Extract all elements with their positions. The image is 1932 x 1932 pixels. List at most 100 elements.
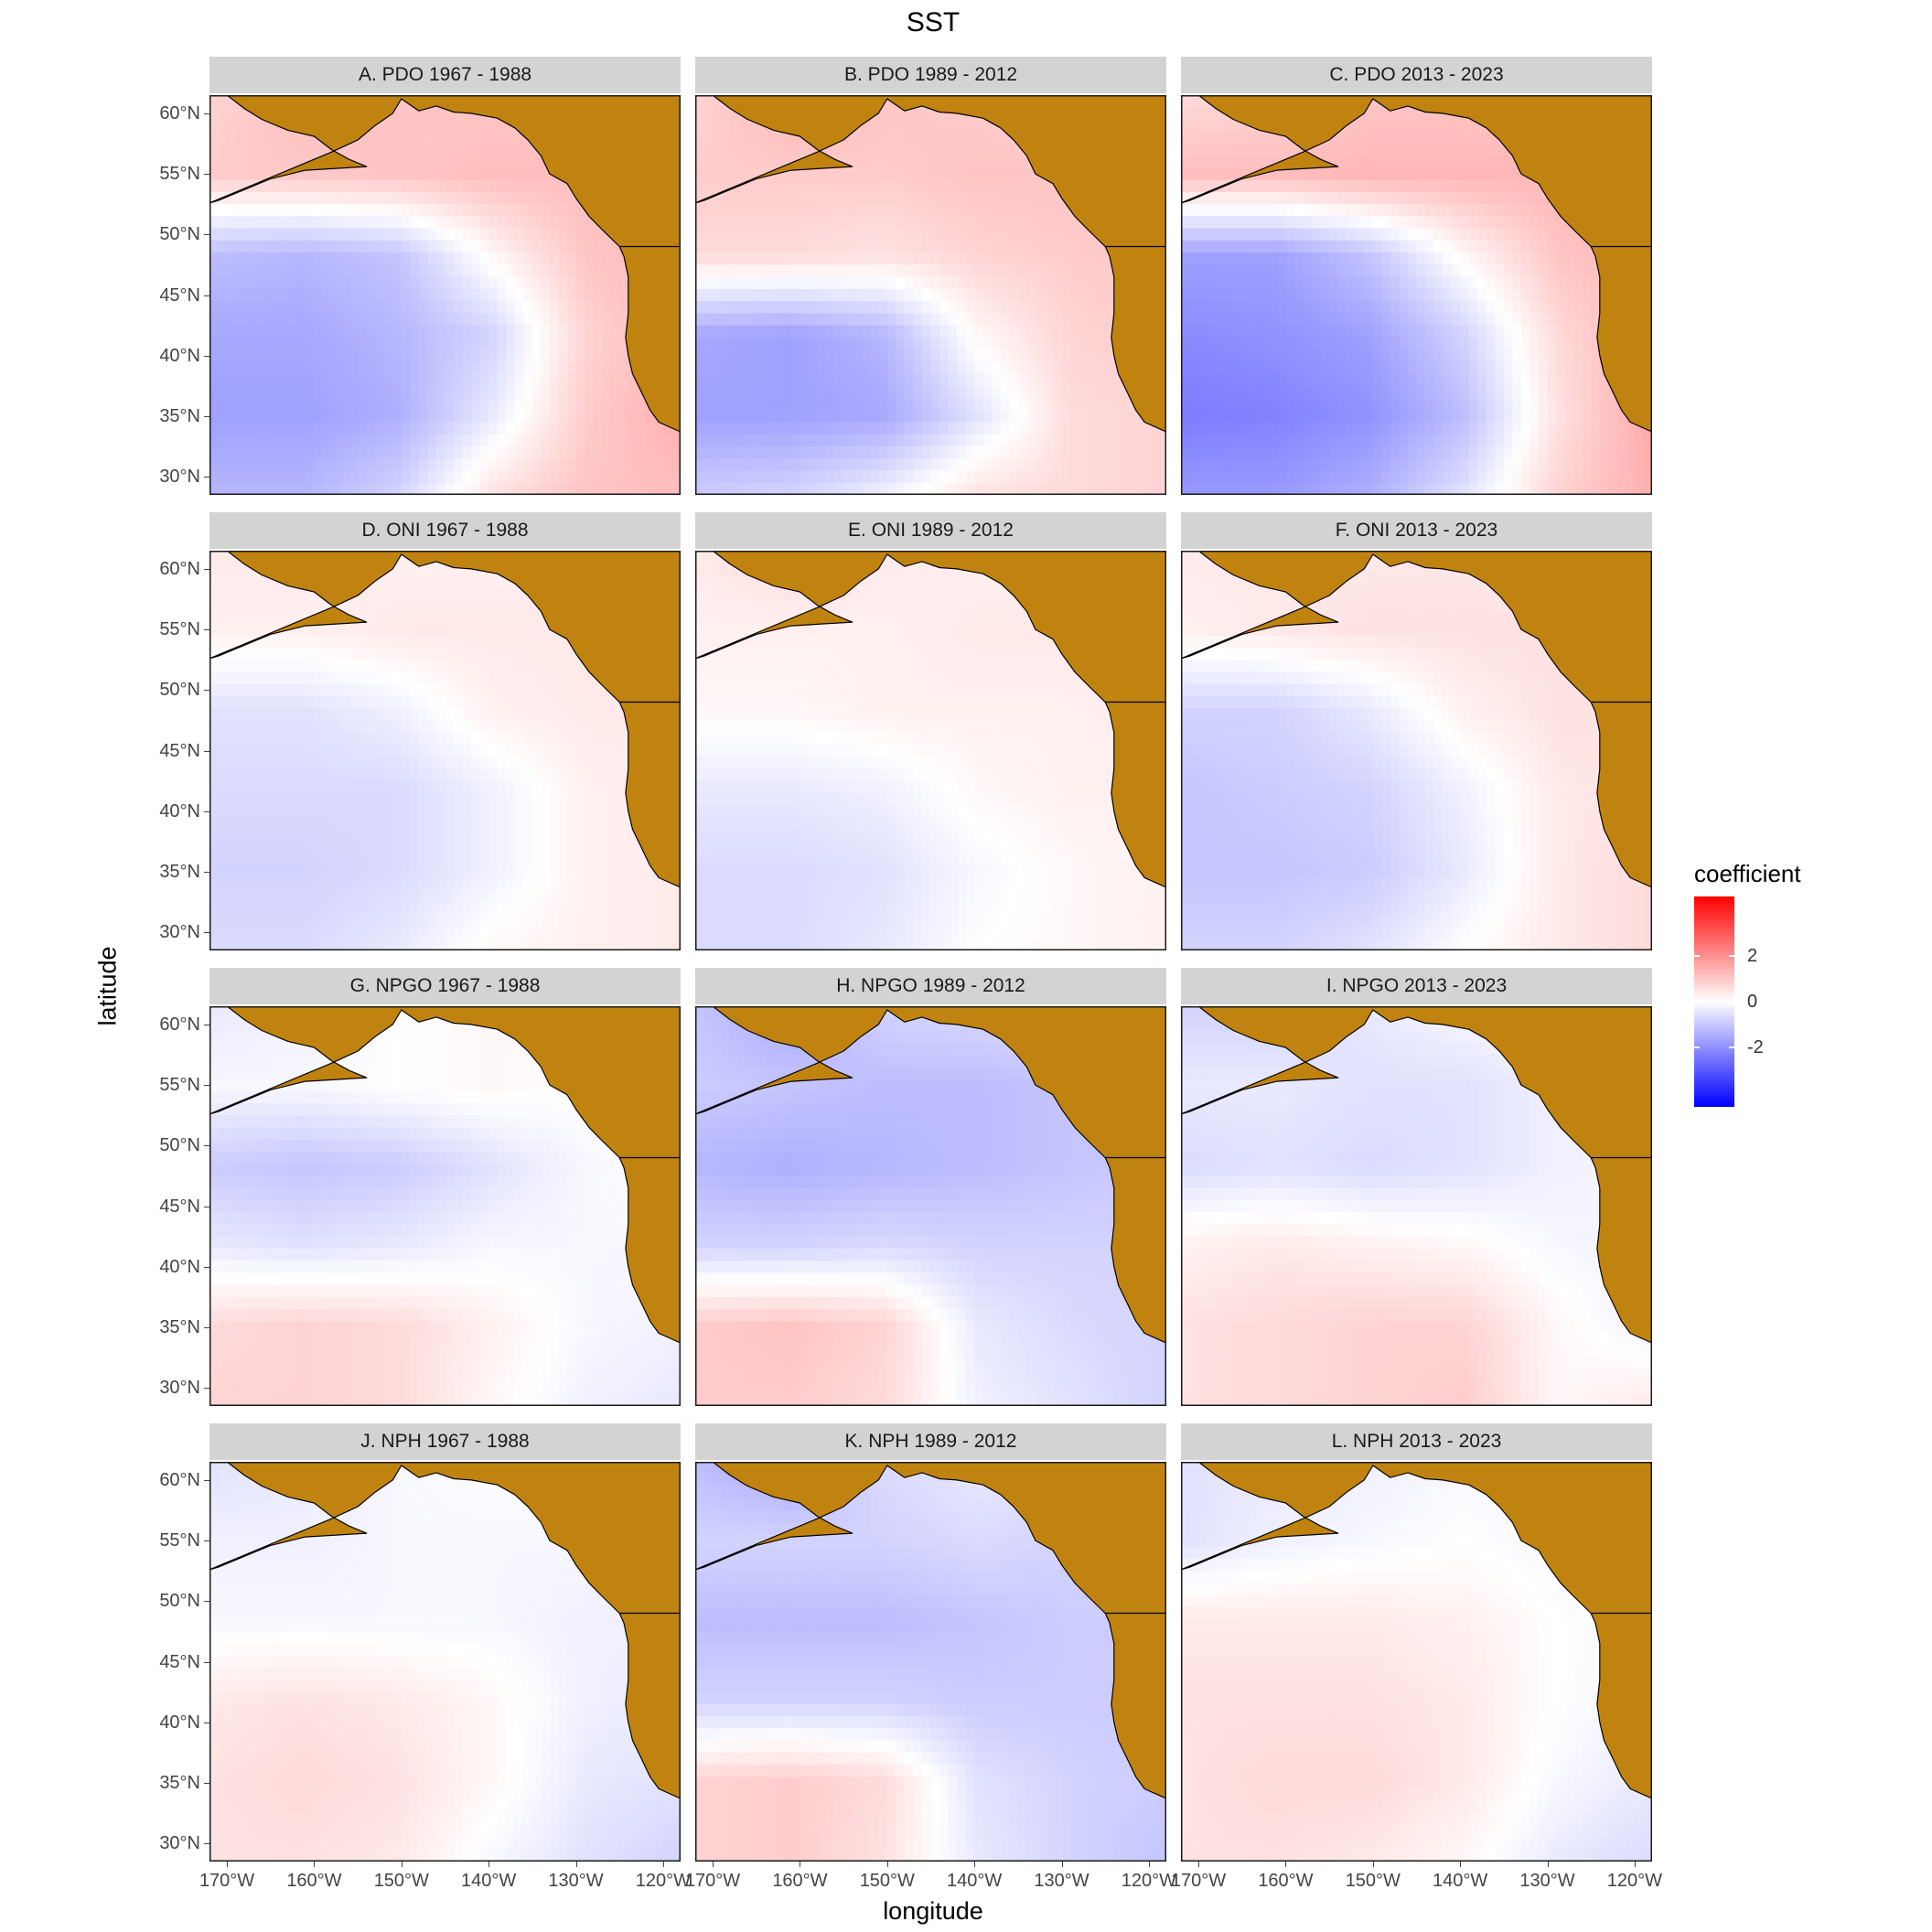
heatmap-cell <box>1425 276 1435 290</box>
heatmap-cell <box>401 167 411 181</box>
heatmap-cell <box>965 216 975 230</box>
heatmap-cell <box>235 119 245 133</box>
heatmap-cell <box>800 191 810 205</box>
heatmap-cell <box>826 179 836 193</box>
heatmap-cell <box>1285 337 1295 350</box>
heatmap-cell <box>957 288 967 302</box>
heatmap-cell <box>1079 313 1089 327</box>
heatmap-cell <box>252 349 263 362</box>
heatmap-cell <box>375 410 385 424</box>
heatmap-cell <box>974 143 984 156</box>
heatmap-cell <box>834 422 844 435</box>
heatmap-cell <box>1207 313 1217 327</box>
heatmap-cell <box>479 470 489 484</box>
heatmap-cell <box>479 156 489 169</box>
heatmap-cell <box>479 252 489 265</box>
heatmap-cell <box>852 301 862 314</box>
heatmap-cell <box>1390 240 1401 253</box>
heatmap-cell <box>800 385 810 399</box>
heatmap-cell <box>982 398 993 411</box>
heatmap-cell <box>209 167 220 181</box>
heatmap-cell <box>904 216 915 230</box>
heatmap-cell <box>401 482 411 495</box>
heatmap-cell <box>1053 361 1063 375</box>
heatmap-cell <box>585 228 595 242</box>
heatmap-cell <box>1337 131 1347 145</box>
heatmap-cell <box>418 458 429 472</box>
heatmap-cell <box>610 301 620 314</box>
heatmap-cell <box>1407 156 1418 169</box>
heatmap-cell <box>1207 301 1217 314</box>
heatmap-cell <box>1329 398 1339 411</box>
heatmap-cell <box>1026 470 1036 484</box>
heatmap-cell <box>1303 361 1313 375</box>
heatmap-cell <box>435 337 446 350</box>
heatmap-cell <box>834 143 844 156</box>
heatmap-cell <box>703 107 714 121</box>
heatmap-cell <box>843 325 853 338</box>
heatmap-cell <box>948 385 958 399</box>
heatmap-cell <box>427 470 437 484</box>
heatmap-cell <box>965 167 975 181</box>
heatmap-cell <box>1198 288 1208 302</box>
heatmap-cell <box>747 470 757 484</box>
heatmap-cell <box>1512 228 1522 242</box>
heatmap-cell <box>1000 179 1010 193</box>
heatmap-cell <box>445 410 455 424</box>
heatmap-cell <box>383 252 393 265</box>
heatmap-cell <box>227 434 237 447</box>
heatmap-cell <box>523 264 533 278</box>
heatmap-cell <box>773 313 783 327</box>
heatmap-cell <box>957 191 967 205</box>
heatmap-cell <box>427 385 437 399</box>
heatmap-cell <box>773 228 783 242</box>
heatmap-cell <box>262 470 272 484</box>
heatmap-cell <box>1425 288 1435 302</box>
heatmap-cell <box>1233 398 1243 411</box>
heatmap-cell <box>383 361 393 375</box>
heatmap-cell <box>695 191 705 205</box>
heatmap-cell <box>262 398 272 411</box>
heatmap-cell <box>1061 361 1071 375</box>
heatmap-cell <box>913 191 923 205</box>
heatmap-cell <box>1276 191 1287 205</box>
heatmap-cell <box>366 288 376 302</box>
heatmap-cell <box>1443 167 1453 181</box>
heatmap-cell <box>296 470 306 484</box>
heatmap-cell <box>869 288 879 302</box>
heatmap-cell <box>1468 264 1478 278</box>
heatmap-cell <box>721 385 731 399</box>
heatmap-cell <box>1224 337 1234 350</box>
heatmap-cell <box>834 325 844 338</box>
heatmap-cell <box>401 325 411 338</box>
heatmap-cell <box>992 434 1002 447</box>
heatmap-cell <box>878 422 888 435</box>
heatmap-cell <box>1451 167 1461 181</box>
heatmap-cell <box>896 373 906 387</box>
heatmap-cell <box>340 349 350 362</box>
heatmap-cell <box>218 143 228 156</box>
heatmap-cell <box>1216 373 1226 387</box>
heatmap-cell <box>1303 228 1313 242</box>
heatmap-cell <box>654 446 664 459</box>
heatmap-cell <box>939 143 950 156</box>
heatmap-cell <box>1355 288 1365 302</box>
heatmap-cell <box>1241 119 1251 133</box>
heatmap-cell <box>869 482 879 495</box>
heatmap-cell <box>1495 179 1505 193</box>
heatmap-cell <box>1416 264 1426 278</box>
heatmap-cell <box>1053 276 1063 290</box>
heatmap-cell <box>392 313 402 327</box>
heatmap-cell <box>1582 398 1592 411</box>
heatmap-cell <box>1035 373 1046 387</box>
heatmap-cell <box>541 373 551 387</box>
heatmap-cell <box>913 276 923 290</box>
heatmap-cell <box>454 325 464 338</box>
heatmap-cell <box>262 276 272 290</box>
heatmap-cell <box>654 470 664 484</box>
heatmap-cell <box>1000 276 1010 290</box>
heatmap-cell <box>1224 385 1234 399</box>
heatmap-cell <box>418 143 429 156</box>
heatmap-cell <box>462 349 472 362</box>
